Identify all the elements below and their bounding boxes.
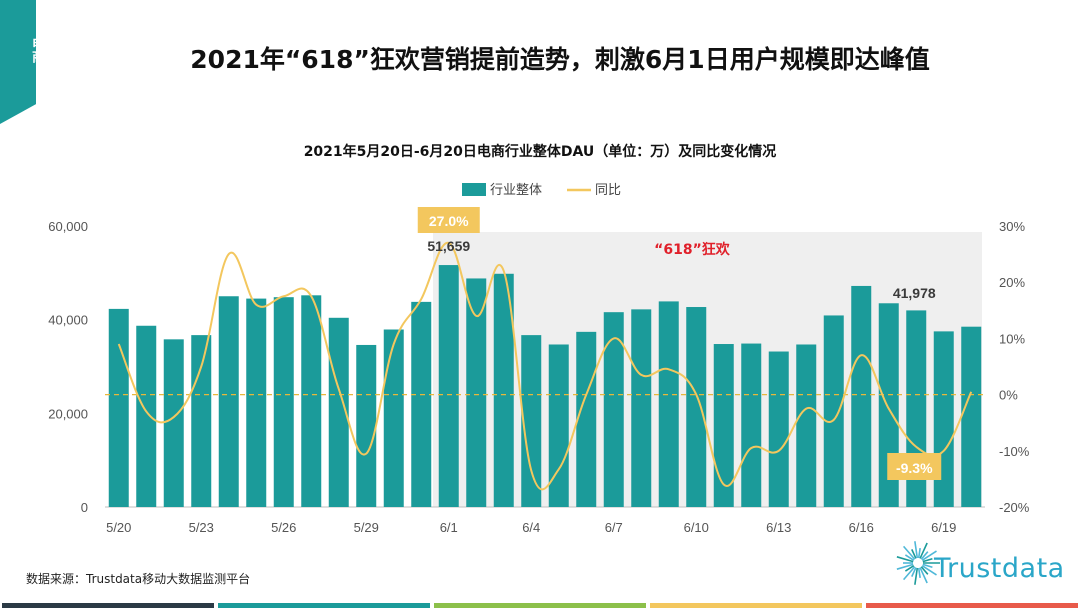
bar-6/7 <box>603 312 624 507</box>
bar-6/15 <box>823 315 844 507</box>
x-tick-label: 6/19 <box>931 520 956 535</box>
x-tick-label: 5/20 <box>106 520 131 535</box>
y-left-tick-label: 60,000 <box>48 219 88 234</box>
trustdata-logo: Trustdata <box>894 533 1070 593</box>
logo-ray <box>919 542 928 559</box>
x-tick-label: 5/23 <box>189 520 214 535</box>
peak-line-label-bg <box>417 207 480 233</box>
y-right-tick-label: 20% <box>999 275 1025 290</box>
bar-6/14 <box>796 344 817 507</box>
bar-6/20 <box>961 326 982 507</box>
legend-swatch-bar <box>462 183 486 196</box>
footer-stripe-segment <box>434 603 646 608</box>
starburst-icon <box>896 541 940 585</box>
bar-5/22 <box>163 339 184 507</box>
x-tick-label: 6/4 <box>522 520 540 535</box>
bar-5/29 <box>356 344 377 507</box>
logo-ray <box>922 558 933 563</box>
bar-6/8 <box>631 309 652 507</box>
logo-ray <box>902 566 916 581</box>
logo-ray <box>914 567 919 585</box>
section-tag-label: 电商 <box>29 37 44 63</box>
legend-label-bar: 行业整体 <box>490 183 542 198</box>
y-left-tick-label: 20,000 <box>48 406 88 421</box>
page-title: 2021年“618”狂欢营销提前造势，刺激6月1日用户规模即达峰值 <box>190 45 930 74</box>
bar-6/19 <box>933 331 954 507</box>
y-right-tick-label: 10% <box>999 331 1025 346</box>
x-tick-label: 6/7 <box>605 520 623 535</box>
y-right-tick-label: 0% <box>999 388 1018 403</box>
logo-ray <box>911 549 917 559</box>
bar-5/27 <box>301 295 322 507</box>
footer-stripe-segment <box>866 603 1078 608</box>
peak-bar-label: 51,659 <box>427 238 470 254</box>
x-tick-label: 6/1 <box>440 520 458 535</box>
bar-5/26 <box>273 297 294 507</box>
end-bar-label: 41,978 <box>893 285 936 301</box>
legend-label-line: 同比 <box>595 183 621 198</box>
logo-ray <box>904 554 915 561</box>
bar-5/31 <box>411 301 432 507</box>
bar-6/2 <box>466 278 487 507</box>
bar-6/6 <box>576 331 597 507</box>
chart-title: 2021年5月20日-6月20日电商行业整体DAU（单位：万）及同比变化情况 <box>303 144 777 160</box>
footer-stripe-segment <box>2 603 214 608</box>
logo-ray <box>920 551 929 560</box>
end-line-label: -9.3% <box>896 460 933 476</box>
x-tick-label: 6/10 <box>684 520 709 535</box>
bar-6/12 <box>741 343 762 507</box>
bar-6/13 <box>768 351 789 507</box>
y-right-tick-label: -10% <box>999 444 1030 459</box>
bar-5/23 <box>191 335 212 507</box>
logo-ray <box>902 545 916 560</box>
bar-5/28 <box>328 317 349 507</box>
peak-line-label: 27.0% <box>429 213 469 229</box>
bar-5/24 <box>218 296 239 507</box>
bar-6/16 <box>851 285 872 507</box>
bar-6/11 <box>713 344 734 507</box>
logo-ray <box>896 556 914 563</box>
bar-5/30 <box>383 329 404 507</box>
logo-ray <box>914 541 919 559</box>
logo-ray <box>919 567 928 584</box>
y-left-tick-label: 40,000 <box>48 313 88 328</box>
logo-ray <box>917 548 921 559</box>
x-tick-label: 6/13 <box>766 520 791 535</box>
end-line-label-bg <box>887 453 942 480</box>
logo-wordmark: Trustdata <box>934 553 1065 584</box>
bar-6/10 <box>686 307 707 507</box>
x-tick-label: 5/29 <box>354 520 379 535</box>
logo-ray <box>921 565 937 576</box>
y-right-tick-label: 30% <box>999 219 1025 234</box>
logo-ray <box>922 563 933 568</box>
logo-ray <box>904 565 915 572</box>
section-tag <box>0 0 36 124</box>
bar-5/21 <box>136 325 157 507</box>
bar-6/9 <box>658 301 679 507</box>
y-left-tick-label: 0 <box>81 500 88 515</box>
x-tick-label: 6/16 <box>849 520 874 535</box>
yoy-line <box>117 241 973 491</box>
y-right-tick-label: -20% <box>999 500 1030 515</box>
event-label: “618”狂欢 <box>654 241 731 258</box>
footer-stripe-segment <box>650 603 862 608</box>
bar-6/3 <box>493 273 514 507</box>
x-tick-label: 5/26 <box>271 520 296 535</box>
footer-stripe-segment <box>218 603 430 608</box>
bar-6/5 <box>548 344 569 507</box>
logo-ray <box>920 566 929 575</box>
logo-ray <box>896 563 914 570</box>
source-note: 数据来源：Trustdata移动大数据监测平台 <box>26 572 251 586</box>
bar-6/4 <box>521 335 542 507</box>
bar-6/1 <box>438 265 459 507</box>
logo-ray <box>917 567 921 578</box>
bar-5/25 <box>246 298 267 507</box>
logo-ray <box>921 550 937 561</box>
logo-ray <box>911 567 917 577</box>
footer-stripe <box>0 603 1080 608</box>
bar-5/20 <box>108 308 129 507</box>
